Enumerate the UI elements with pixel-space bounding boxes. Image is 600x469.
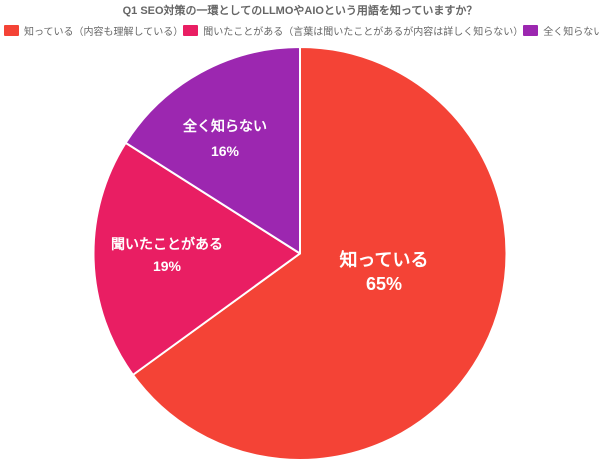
legend-item-2[interactable]: 全く知らない — [523, 23, 600, 38]
legend-item-0[interactable]: 知っている（内容も理解している） — [4, 23, 183, 38]
pie-slice-2[interactable] — [124, 46, 301, 255]
legend: 知っている（内容も理解している） 聞いたことがある（言葉は聞いたことがあるが内容は… — [4, 23, 600, 38]
legend-item-label: 聞いたことがある（言葉は聞いたことがあるが内容は詳しく知らない） — [203, 26, 524, 38]
legend-item-label: 全く知らない — [543, 26, 600, 38]
legend-swatch-icon — [4, 24, 19, 36]
legend-swatch-icon — [183, 24, 199, 36]
legend-item-1[interactable]: 聞いたことがある（言葉は聞いたことがあるが内容は詳しく知らない） — [183, 23, 523, 38]
pie-slice-0[interactable] — [131, 46, 508, 461]
chart-title: Q1 SEO対策の一環としてのLLMOやAIOという用語を知っていますか？ — [122, 5, 478, 17]
legend-swatch-icon — [523, 24, 539, 36]
pie-slice-1[interactable] — [92, 141, 301, 376]
legend-item-label: 知っている（内容も理解している） — [24, 26, 184, 38]
